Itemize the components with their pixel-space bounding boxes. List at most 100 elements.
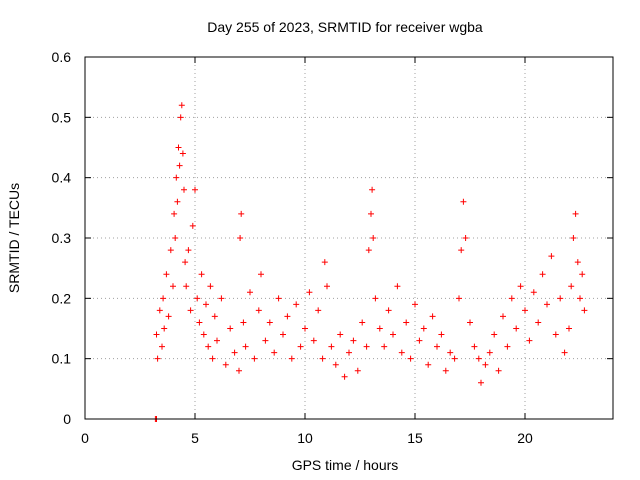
- data-point: [189, 222, 196, 229]
- data-point: [187, 307, 194, 314]
- data-point: [447, 349, 454, 356]
- x-tick-label: 10: [297, 430, 313, 446]
- data-point: [346, 349, 352, 356]
- x-tick-label: 5: [191, 430, 199, 446]
- data-point: [319, 355, 326, 362]
- data-point: [251, 355, 258, 362]
- data-point: [486, 349, 493, 356]
- data-point: [205, 343, 212, 350]
- data-point: [293, 301, 300, 308]
- data-point: [517, 283, 524, 290]
- data-point: [222, 361, 229, 368]
- data-point: [242, 343, 249, 350]
- data-point: [310, 337, 317, 344]
- data-point: [403, 319, 410, 326]
- data-point: [231, 349, 238, 356]
- data-point: [359, 319, 366, 326]
- grid-layer: [85, 57, 613, 419]
- points-layer: [152, 102, 588, 422]
- data-point: [214, 337, 220, 344]
- data-point: [579, 271, 586, 278]
- data-point: [165, 313, 172, 320]
- x-tick-label: 15: [407, 430, 423, 446]
- data-point: [198, 271, 205, 278]
- data-point: [297, 343, 304, 350]
- data-point: [363, 343, 370, 350]
- data-point: [467, 319, 473, 326]
- data-point: [258, 271, 264, 278]
- data-point: [207, 283, 214, 290]
- data-point: [552, 331, 559, 338]
- data-point: [341, 373, 348, 380]
- data-point: [288, 355, 295, 362]
- data-point: [332, 361, 339, 368]
- data-point: [369, 186, 376, 193]
- ticks-layer: 0 0.1 0.2 0.3 0.4 0.5 0.6 0 5 10 15 20: [52, 49, 613, 446]
- y-tick-label: 0.6: [52, 49, 72, 65]
- data-point: [172, 235, 179, 241]
- data-point: [170, 283, 176, 290]
- data-point: [159, 343, 165, 350]
- data-point: [275, 295, 282, 302]
- data-point: [181, 186, 187, 193]
- data-point: [350, 337, 357, 344]
- data-point: [451, 355, 458, 362]
- data-point: [535, 319, 542, 326]
- data-point: [442, 367, 449, 374]
- data-point: [544, 301, 550, 308]
- data-point: [218, 295, 225, 302]
- data-point: [495, 367, 502, 374]
- data-point: [174, 198, 181, 205]
- data-point: [354, 367, 361, 374]
- data-point: [526, 337, 533, 344]
- data-point: [315, 307, 322, 314]
- data-point: [513, 325, 520, 332]
- y-axis-label: SRMTID / TECUs: [6, 183, 22, 293]
- data-point: [478, 379, 484, 386]
- data-point: [183, 283, 190, 290]
- data-point: [194, 295, 201, 302]
- data-point: [570, 235, 577, 241]
- x-tick-label: 20: [517, 430, 533, 446]
- y-tick-label: 0.3: [52, 230, 72, 246]
- data-point: [471, 343, 478, 350]
- data-point: [462, 235, 469, 241]
- data-point: [438, 331, 445, 338]
- data-point: [425, 361, 432, 368]
- y-tick-label: 0.2: [52, 290, 72, 306]
- data-point: [522, 307, 528, 314]
- data-point: [209, 355, 216, 362]
- y-tick-label: 0.5: [52, 109, 72, 125]
- data-point: [153, 331, 160, 338]
- data-point: [167, 247, 174, 254]
- x-tick-label: 0: [81, 430, 89, 446]
- y-tick-label: 0: [63, 411, 71, 427]
- data-point: [211, 313, 218, 320]
- data-point: [561, 349, 568, 356]
- data-point: [247, 289, 253, 296]
- data-point: [500, 313, 506, 320]
- y-tick-label: 0.4: [52, 170, 72, 186]
- data-point: [434, 343, 440, 350]
- data-point: [280, 331, 286, 338]
- data-point: [255, 307, 262, 314]
- data-point: [390, 331, 396, 338]
- data-point: [337, 331, 344, 338]
- data-point: [416, 337, 423, 344]
- data-point: [237, 235, 244, 241]
- data-point: [306, 289, 313, 296]
- data-point: [161, 325, 168, 332]
- data-point: [240, 319, 247, 326]
- data-point: [163, 271, 170, 278]
- data-point: [185, 247, 192, 254]
- data-point: [324, 283, 330, 290]
- data-point: [539, 271, 546, 278]
- data-point: [173, 174, 180, 181]
- data-point: [491, 331, 498, 338]
- data-point: [156, 307, 163, 314]
- data-point: [508, 295, 515, 302]
- data-point: [381, 343, 388, 350]
- data-point: [328, 343, 335, 350]
- data-point: [321, 259, 328, 266]
